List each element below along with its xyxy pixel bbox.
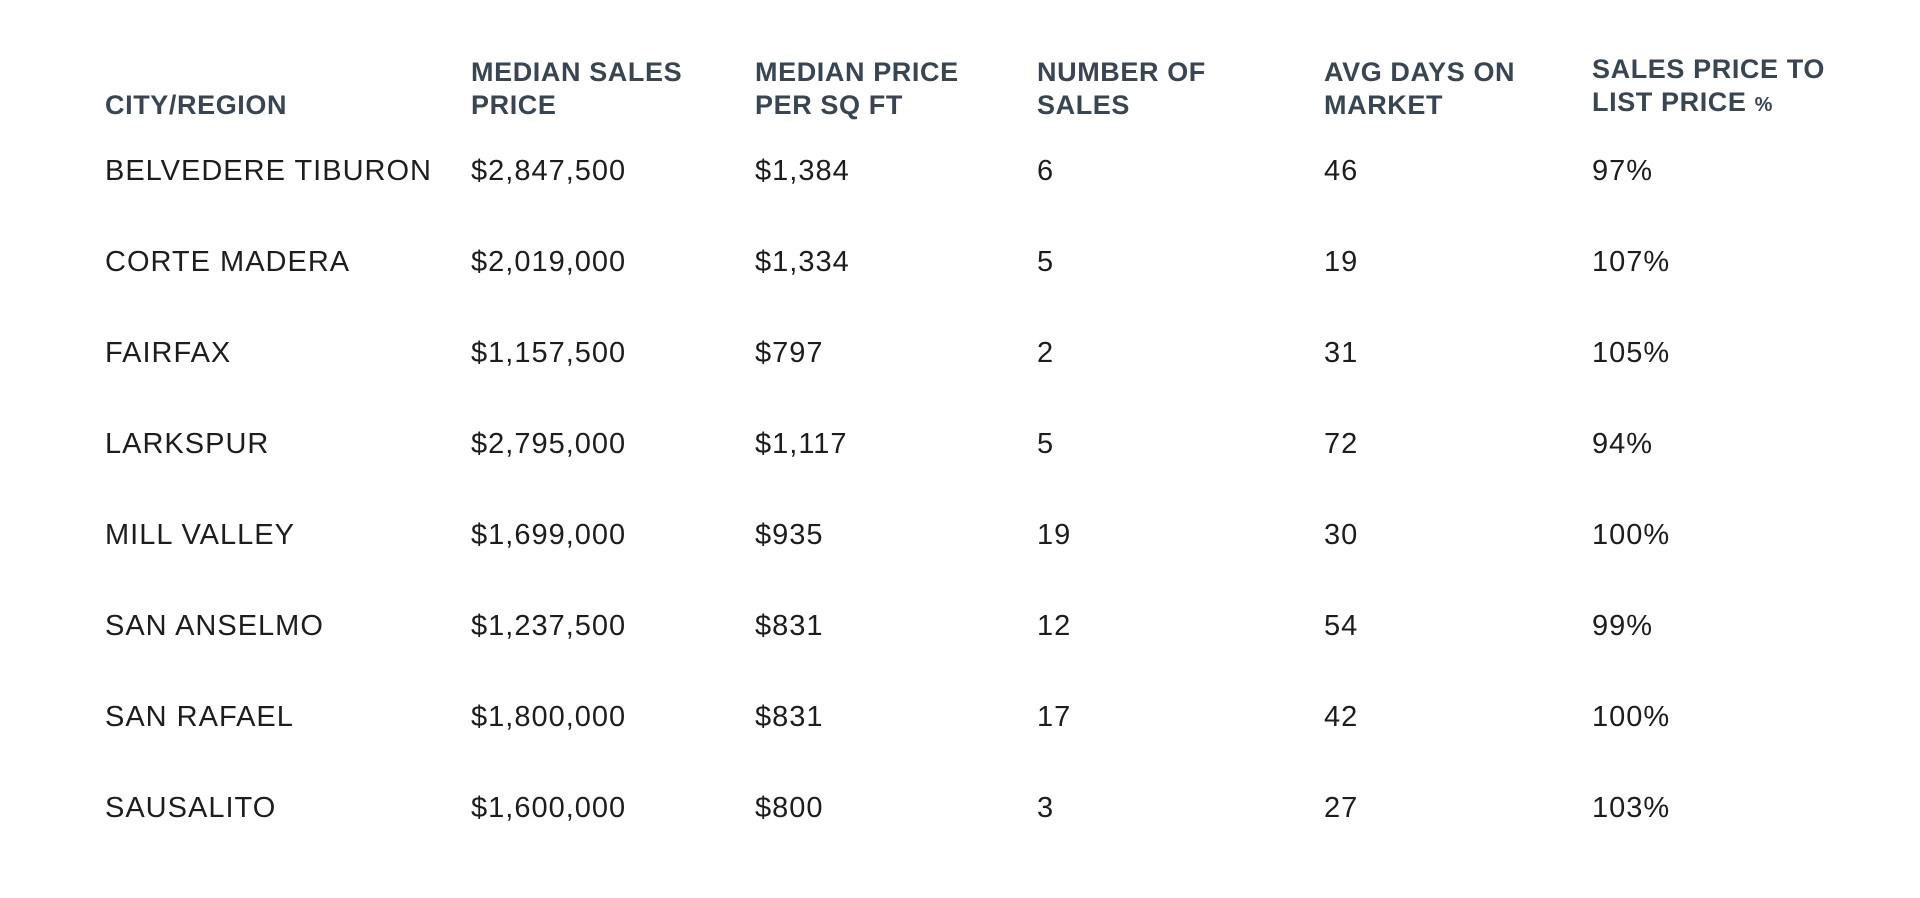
cell-median-sales-price: $1,600,000	[471, 792, 627, 824]
cell-number-of-sales: 5	[1037, 246, 1055, 278]
column-header-label: PER SQ FT	[755, 90, 903, 120]
cell-avg-days-on-market: 30	[1324, 519, 1359, 551]
cell-number-of-sales: 3	[1037, 792, 1055, 824]
column-header-avg-days-on-market: AVG DAYS ON MARKET	[1324, 0, 1592, 126]
cell-median-price-per-sqft: $935	[755, 519, 824, 551]
cell-number-of-sales: 12	[1037, 610, 1072, 642]
cell-sales-price-to-list-price: 103%	[1592, 792, 1671, 824]
column-header-label: CITY/REGION	[105, 90, 288, 120]
table-row: SAN RAFAEL $1,800,000 $831 17 42 100%	[105, 672, 1880, 763]
header-row: CITY/REGION MEDIAN SALES PRICE MEDIAN PR…	[105, 0, 1880, 126]
cell-avg-days-on-market: 27	[1324, 792, 1359, 824]
cell-median-price-per-sqft: $831	[755, 701, 824, 733]
cell-number-of-sales: 2	[1037, 337, 1055, 369]
column-header-label-line2: LIST PRICE	[1592, 87, 1747, 117]
cell-city-region: LARKSPUR	[105, 428, 270, 460]
column-header-label: MARKET	[1324, 90, 1444, 120]
column-header-sales-price-to-list-price: SALES PRICE TO LIST PRICE %	[1592, 0, 1880, 126]
column-header-median-price-per-sqft: MEDIAN PRICE PER SQ FT	[755, 0, 1037, 126]
column-header-label: MEDIAN SALES	[471, 57, 683, 87]
cell-sales-price-to-list-price: 99%	[1592, 610, 1654, 642]
cell-sales-price-to-list-price: 100%	[1592, 519, 1671, 551]
table-body: BELVEDERE TIBURON $2,847,500 $1,384 6 46…	[105, 126, 1880, 854]
column-header-label: LIST PRICE %	[1592, 86, 1870, 122]
cell-median-price-per-sqft: $797	[755, 337, 824, 369]
cell-median-sales-price: $1,157,500	[471, 337, 627, 369]
cell-median-sales-price: $2,795,000	[471, 428, 627, 460]
cell-city-region: SAN RAFAEL	[105, 701, 294, 733]
cell-number-of-sales: 5	[1037, 428, 1055, 460]
table-row: SAUSALITO $1,600,000 $800 3 27 103%	[105, 763, 1880, 854]
cell-sales-price-to-list-price: 100%	[1592, 701, 1671, 733]
cell-avg-days-on-market: 31	[1324, 337, 1359, 369]
cell-avg-days-on-market: 19	[1324, 246, 1359, 278]
cell-city-region: BELVEDERE TIBURON	[105, 155, 432, 187]
cell-number-of-sales: 19	[1037, 519, 1072, 551]
column-header-label: MEDIAN PRICE	[755, 57, 959, 87]
cell-median-price-per-sqft: $1,117	[755, 428, 848, 460]
cell-median-price-per-sqft: $800	[755, 792, 824, 824]
percent-suffix: %	[1754, 94, 1773, 116]
cell-median-price-per-sqft: $1,334	[755, 246, 850, 278]
table-header: CITY/REGION MEDIAN SALES PRICE MEDIAN PR…	[105, 0, 1880, 126]
cell-city-region: MILL VALLEY	[105, 519, 295, 551]
cell-number-of-sales: 6	[1037, 155, 1055, 187]
column-header-label: SALES	[1037, 90, 1131, 120]
cell-median-price-per-sqft: $831	[755, 610, 824, 642]
cell-number-of-sales: 17	[1037, 701, 1072, 733]
table-row: BELVEDERE TIBURON $2,847,500 $1,384 6 46…	[105, 126, 1880, 217]
column-header-label: AVG DAYS ON	[1324, 57, 1516, 87]
cell-median-sales-price: $1,800,000	[471, 701, 627, 733]
table-row: MILL VALLEY $1,699,000 $935 19 30 100%	[105, 490, 1880, 581]
cell-city-region: SAUSALITO	[105, 792, 277, 824]
cell-city-region: CORTE MADERA	[105, 246, 351, 278]
market-stats-table: CITY/REGION MEDIAN SALES PRICE MEDIAN PR…	[105, 0, 1880, 854]
table-row: LARKSPUR $2,795,000 $1,117 5 72 94%	[105, 399, 1880, 490]
table-row: FAIRFAX $1,157,500 $797 2 31 105%	[105, 308, 1880, 399]
column-header-number-of-sales: NUMBER OF SALES	[1037, 0, 1324, 126]
cell-median-sales-price: $2,847,500	[471, 155, 627, 187]
cell-city-region: SAN ANSELMO	[105, 610, 324, 642]
cell-city-region: FAIRFAX	[105, 337, 232, 369]
column-header-label: NUMBER OF	[1037, 57, 1206, 87]
cell-sales-price-to-list-price: 107%	[1592, 246, 1671, 278]
cell-median-price-per-sqft: $1,384	[755, 155, 850, 187]
cell-median-sales-price: $1,699,000	[471, 519, 627, 551]
cell-avg-days-on-market: 42	[1324, 701, 1359, 733]
cell-sales-price-to-list-price: 94%	[1592, 428, 1654, 460]
cell-sales-price-to-list-price: 105%	[1592, 337, 1671, 369]
cell-avg-days-on-market: 72	[1324, 428, 1359, 460]
cell-sales-price-to-list-price: 97%	[1592, 155, 1654, 187]
column-header-city-region: CITY/REGION	[105, 0, 471, 126]
column-header-label: PRICE	[471, 90, 557, 120]
cell-median-sales-price: $1,237,500	[471, 610, 627, 642]
table-row: CORTE MADERA $2,019,000 $1,334 5 19 107%	[105, 217, 1880, 308]
cell-avg-days-on-market: 46	[1324, 155, 1359, 187]
cell-median-sales-price: $2,019,000	[471, 246, 627, 278]
column-header-label: SALES PRICE TO	[1592, 54, 1825, 84]
table-row: SAN ANSELMO $1,237,500 $831 12 54 99%	[105, 581, 1880, 672]
column-header-median-sales-price: MEDIAN SALES PRICE	[471, 0, 755, 126]
cell-avg-days-on-market: 54	[1324, 610, 1359, 642]
